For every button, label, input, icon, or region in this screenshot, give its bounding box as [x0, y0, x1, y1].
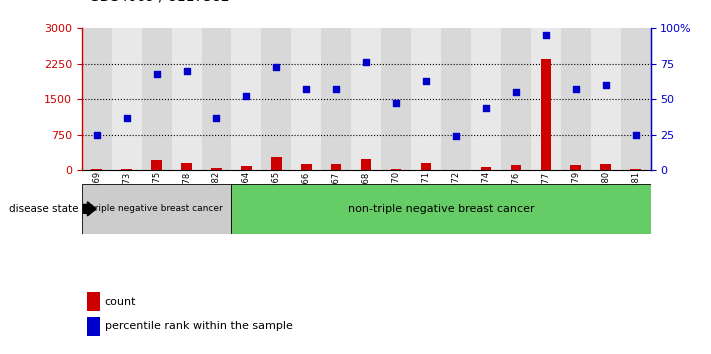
Point [151, 71, 162, 76]
Bar [87, 292, 100, 311]
Bar [321, 28, 351, 170]
Bar [361, 159, 371, 170]
Point [360, 59, 372, 65]
Bar [171, 28, 201, 170]
Point [450, 133, 461, 139]
Bar [501, 28, 531, 170]
Point [331, 86, 342, 92]
Bar [471, 28, 501, 170]
Bar [351, 28, 381, 170]
Bar [510, 165, 521, 170]
Bar [112, 28, 141, 170]
Point [540, 33, 552, 38]
Point [630, 132, 641, 137]
Point [301, 86, 312, 92]
Bar [211, 167, 222, 170]
Point [420, 78, 432, 84]
Bar [122, 169, 132, 170]
Bar [87, 317, 100, 336]
Bar [301, 164, 311, 170]
Bar [82, 184, 232, 234]
Point [390, 101, 402, 106]
Point [570, 86, 582, 92]
Bar [141, 28, 171, 170]
Text: disease state: disease state [9, 204, 78, 214]
Point [600, 82, 611, 88]
Text: percentile rank within the sample: percentile rank within the sample [105, 321, 292, 331]
Bar [411, 28, 441, 170]
Bar [570, 165, 581, 170]
Bar [621, 28, 651, 170]
Bar [241, 166, 252, 170]
Point [271, 64, 282, 69]
Point [510, 89, 522, 95]
Bar [441, 28, 471, 170]
Point [210, 115, 222, 120]
Bar [600, 164, 611, 170]
Bar [201, 28, 232, 170]
Text: triple negative breast cancer: triple negative breast cancer [91, 204, 223, 213]
Point [241, 93, 252, 99]
Text: count: count [105, 297, 136, 307]
Bar [421, 163, 432, 170]
Bar [391, 169, 401, 170]
Bar [591, 28, 621, 170]
Bar [531, 28, 561, 170]
Bar [262, 28, 292, 170]
Bar [331, 164, 341, 170]
Bar [381, 28, 411, 170]
Bar [631, 169, 641, 170]
Bar [292, 28, 321, 170]
Bar [151, 160, 162, 170]
Bar [82, 28, 112, 170]
Point [181, 68, 192, 74]
Point [91, 132, 102, 137]
Bar [271, 157, 282, 170]
Text: non-triple negative breast cancer: non-triple negative breast cancer [348, 204, 535, 214]
Text: GDS4069 / 8117382: GDS4069 / 8117382 [89, 0, 230, 4]
Bar [181, 163, 192, 170]
Point [480, 105, 491, 110]
Point [121, 115, 132, 120]
Bar [232, 28, 262, 170]
Bar [232, 184, 651, 234]
Bar [561, 28, 591, 170]
Bar [540, 59, 551, 170]
Bar [481, 167, 491, 170]
